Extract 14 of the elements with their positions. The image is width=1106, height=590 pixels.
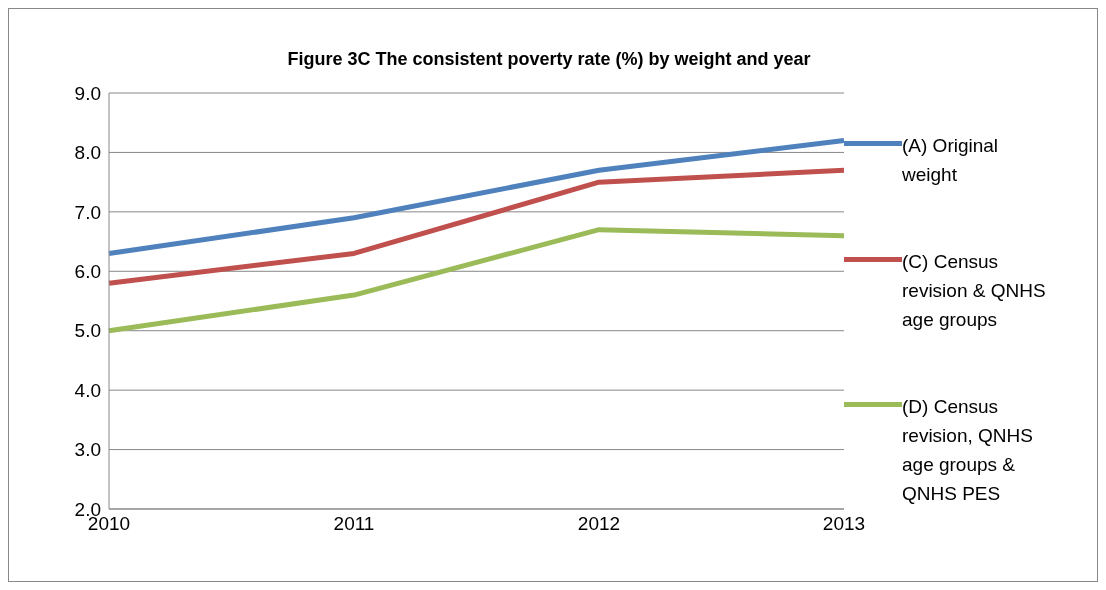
legend-label: (D) Census revision, QNHS age groups & QNHS PES (902, 394, 1034, 506)
y-tick-label: 4.0 (74, 379, 101, 401)
chart-title: Figure 3C The consistent poverty rate (%) by weight and year (286, 49, 812, 70)
y-tick-label: 5.0 (74, 320, 101, 342)
y-tick-label: 6.0 (74, 261, 101, 283)
y-tick-label: 7.0 (74, 201, 101, 223)
legend-label: (A) Original weight (902, 133, 1000, 187)
x-tick-label: 2011 (333, 513, 375, 535)
y-tick-label: 9.0 (74, 82, 101, 104)
y-tick-label: 8.0 (74, 142, 101, 164)
x-tick-label: 2013 (822, 513, 866, 535)
legend-label: (C) Census revision & QNHS age groups (902, 249, 1047, 332)
y-tick-label: 3.0 (74, 439, 101, 461)
x-tick-label: 2012 (577, 513, 621, 535)
